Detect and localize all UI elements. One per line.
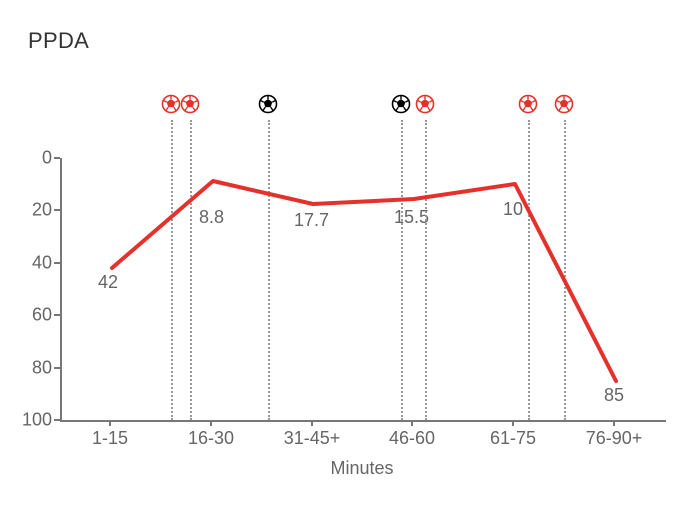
xtick-4: 61-75: [490, 428, 536, 449]
goal-icon: [161, 94, 181, 114]
x-axis-title: Minutes: [330, 458, 393, 479]
xtick-0: 1-15: [92, 428, 128, 449]
xtick-3: 46-60: [389, 428, 435, 449]
goal-icon: [554, 94, 574, 114]
ytick-0: 0: [8, 148, 52, 169]
ytick-40: 40: [8, 253, 52, 274]
goal-icon: [180, 94, 200, 114]
ytick-100: 100: [8, 410, 52, 431]
xtick-2: 31-45+: [284, 428, 341, 449]
chart-title: PPDA: [28, 28, 89, 54]
xtick-5: 76-90+: [586, 428, 643, 449]
goal-icon: [518, 94, 538, 114]
goal-icon: [391, 94, 411, 114]
ytick-20: 20: [8, 200, 52, 221]
plot-area: [60, 158, 666, 422]
ytick-60: 60: [8, 305, 52, 326]
ppda-line: [62, 158, 666, 420]
goal-icon: [415, 94, 435, 114]
goal-icon: [258, 94, 278, 114]
xtick-1: 16-30: [188, 428, 234, 449]
ytick-80: 80: [8, 358, 52, 379]
